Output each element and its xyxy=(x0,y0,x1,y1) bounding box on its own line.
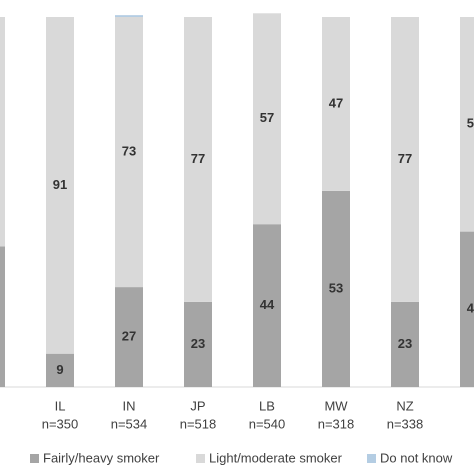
bar-segment xyxy=(0,246,5,387)
value-label: 91 xyxy=(53,177,67,192)
value-label: 42 xyxy=(467,301,474,316)
bar-segment xyxy=(253,224,281,387)
bar-segment xyxy=(253,13,281,225)
bar-segment xyxy=(460,17,474,232)
value-label: 23 xyxy=(191,336,205,351)
legend-label: Fairly/heavy smoker xyxy=(43,450,160,465)
x-tick-sublabel: n=534 xyxy=(111,416,148,431)
x-tick-label: MW xyxy=(324,398,348,413)
value-label: 77 xyxy=(191,151,205,166)
value-label: 47 xyxy=(329,95,343,110)
x-tick-sublabel: n=318 xyxy=(318,416,355,431)
bar-segment xyxy=(322,190,350,387)
bar-segment xyxy=(322,17,350,191)
bar-segment xyxy=(115,17,143,288)
bar-segment xyxy=(115,287,143,387)
legend-swatch xyxy=(367,454,376,463)
bar-segment xyxy=(46,17,74,354)
value-label: 57 xyxy=(260,110,274,125)
x-tick-label: LB xyxy=(259,398,275,413)
legend-label: Light/moderate smoker xyxy=(209,450,343,465)
value-label: 73 xyxy=(122,143,136,158)
value-label: 27 xyxy=(122,328,136,343)
x-tick-label: IN xyxy=(123,398,136,413)
bar-segment xyxy=(460,231,474,387)
value-label: 53 xyxy=(329,280,343,295)
bar-segment xyxy=(0,17,5,247)
bar-segment xyxy=(391,301,419,387)
x-tick-sublabel: n=338 xyxy=(387,416,424,431)
bar-segment xyxy=(46,353,74,387)
bar-segment xyxy=(391,17,419,302)
value-label: 23 xyxy=(398,336,412,351)
x-tick-sublabel: n=350 xyxy=(42,416,79,431)
legend-swatch xyxy=(196,454,205,463)
x-tick-label: IL xyxy=(55,398,66,413)
x-tick-label: NZ xyxy=(396,398,413,413)
legend-swatch xyxy=(30,454,39,463)
bar-segment xyxy=(184,301,212,387)
legend-label: Do not know xyxy=(380,450,453,465)
value-label: 77 xyxy=(398,151,412,166)
bar-segment xyxy=(184,17,212,302)
x-tick-sublabel: n=540 xyxy=(249,416,286,431)
value-label: 9 xyxy=(56,362,63,377)
x-tick-sublabel: n=518 xyxy=(180,416,217,431)
x-tick-label: JP xyxy=(190,398,205,413)
value-label: 44 xyxy=(260,297,275,312)
bar-segment xyxy=(115,15,143,17)
value-label: 58 xyxy=(467,116,474,131)
